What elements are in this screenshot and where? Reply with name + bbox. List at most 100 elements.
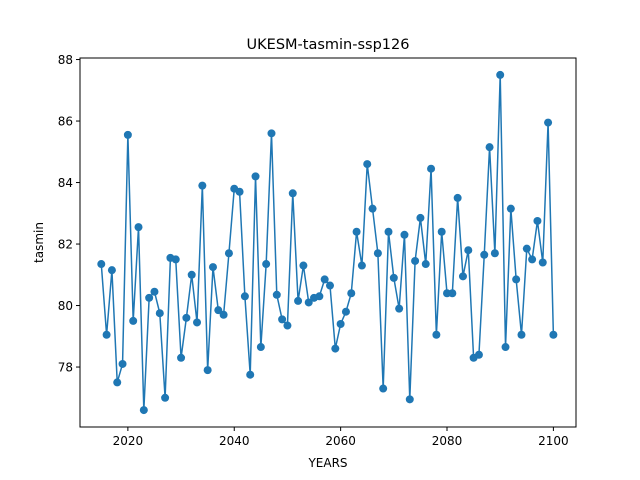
data-point (464, 246, 473, 255)
data-point (373, 249, 382, 258)
data-point (528, 255, 537, 264)
data-point (294, 296, 303, 305)
data-point (171, 255, 180, 264)
data-point (395, 304, 404, 313)
data-point (437, 227, 446, 236)
x-tick-label: 2020 (113, 434, 144, 448)
data-point (480, 250, 489, 259)
chart-title: UKESM-tasmin-ssp126 (247, 37, 410, 53)
data-point (251, 172, 260, 181)
data-point (187, 270, 196, 279)
data-point (512, 275, 521, 284)
data-point (193, 318, 202, 327)
data-point (544, 118, 553, 127)
data-point (123, 130, 132, 139)
axes-frame (79, 57, 577, 428)
data-point (150, 287, 159, 296)
data-point (517, 330, 526, 339)
x-tick-label: 2080 (432, 434, 463, 448)
data-point (331, 344, 340, 353)
data-point (139, 406, 148, 415)
x-axis-label: YEARS (307, 456, 347, 470)
data-point (341, 307, 350, 316)
data-point (182, 313, 191, 322)
data-point (278, 315, 287, 324)
data-point (208, 263, 217, 272)
data-point (501, 343, 510, 352)
data-point (325, 281, 334, 290)
data-point (522, 244, 531, 253)
data-point (240, 292, 249, 301)
data-point (379, 384, 388, 393)
data-point (389, 273, 398, 282)
x-tick-label: 2100 (538, 434, 569, 448)
data-point (155, 309, 164, 318)
data-point (315, 292, 324, 301)
data-point (299, 261, 308, 270)
y-tick-label: 88 (58, 53, 73, 67)
y-axis: 78 80 82 84 86 88 (58, 53, 80, 375)
data-point (405, 395, 414, 404)
data-point (432, 330, 441, 339)
data-point (496, 70, 505, 79)
data-point (214, 306, 223, 315)
y-tick-label: 78 (58, 361, 73, 375)
data-point (118, 359, 127, 368)
data-point (474, 350, 483, 359)
data-point (113, 378, 122, 387)
data-point (235, 187, 244, 196)
data-point (107, 266, 116, 275)
data-point (363, 160, 372, 169)
data-point (411, 256, 420, 265)
data-point (549, 330, 558, 339)
y-tick-label: 82 (58, 238, 73, 252)
data-point (304, 298, 313, 307)
data-point (272, 290, 281, 299)
data-point (203, 366, 212, 375)
data-point (267, 129, 276, 138)
data-point (485, 143, 494, 152)
data-point (262, 260, 271, 269)
y-tick-label: 86 (58, 115, 73, 129)
data-point (224, 249, 233, 258)
data-point (246, 370, 255, 379)
data-point (427, 164, 436, 173)
data-point (97, 260, 106, 269)
data-point (219, 310, 228, 319)
data-point (198, 181, 207, 190)
data-point (129, 316, 138, 325)
data-point (352, 227, 361, 236)
data-point (506, 204, 515, 213)
data-point (320, 275, 329, 284)
data-point (283, 321, 292, 330)
data-point (448, 289, 457, 298)
data-point (384, 227, 393, 236)
data-point (177, 353, 186, 362)
data-point (400, 230, 409, 239)
data-point (533, 216, 542, 225)
data-point (458, 272, 467, 281)
x-axis: 2020 2040 2060 2080 2100 (113, 427, 569, 448)
data-point (102, 330, 111, 339)
y-axis-label: tasmin (32, 222, 46, 263)
y-tick-label: 80 (58, 299, 73, 313)
data-point (421, 260, 430, 269)
data-point (416, 213, 425, 222)
data-point (256, 343, 265, 352)
plot-area (97, 70, 558, 415)
x-tick-label: 2040 (219, 434, 250, 448)
data-point (347, 289, 356, 298)
data-point (357, 261, 366, 270)
data-point (490, 249, 499, 258)
data-point (336, 319, 345, 328)
data-point (145, 293, 154, 302)
y-tick-label: 84 (58, 176, 73, 190)
data-point (368, 204, 377, 213)
data-point (453, 193, 462, 202)
data-point (288, 189, 297, 198)
x-tick-label: 2060 (325, 434, 356, 448)
data-point (134, 223, 143, 232)
data-point (161, 393, 170, 402)
